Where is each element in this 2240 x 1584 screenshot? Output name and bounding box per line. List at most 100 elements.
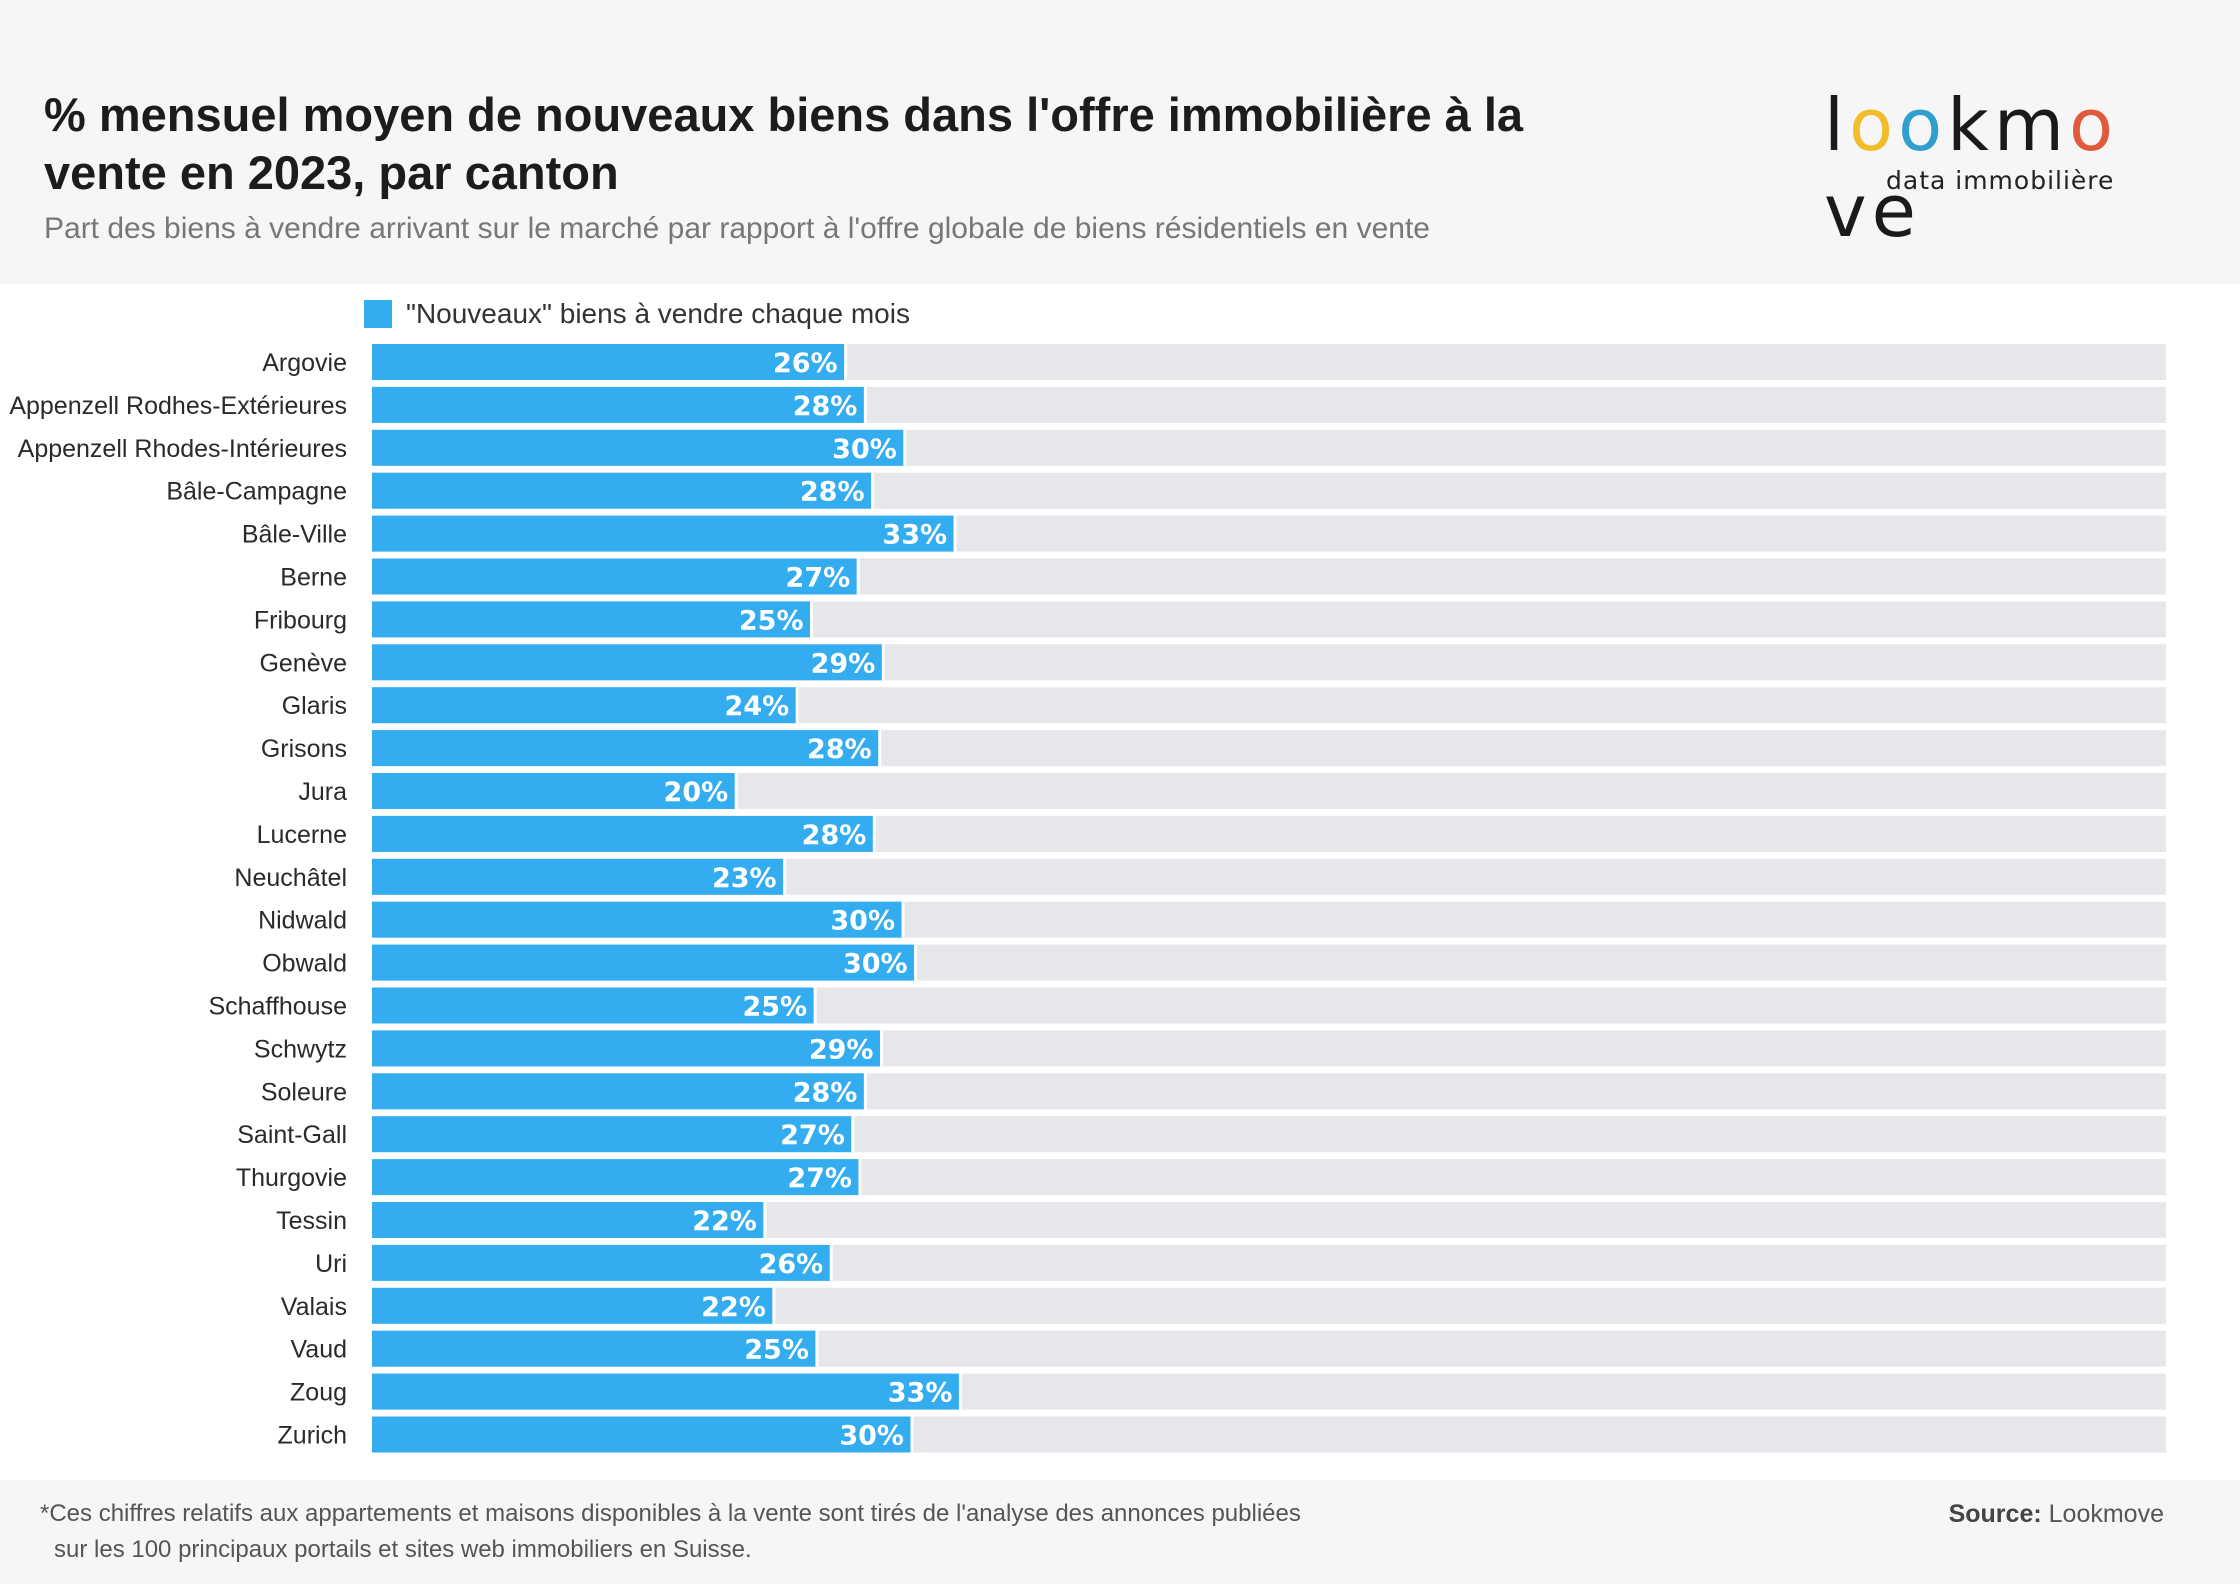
chart-subtitle: Part des biens à vendre arrivant sur le …	[44, 212, 1430, 245]
bar	[372, 944, 916, 981]
data-label: 27%	[787, 1163, 852, 1194]
bar	[372, 344, 846, 380]
logo-letter: l	[1824, 83, 1850, 167]
category-label: Zoug	[290, 1379, 347, 1407]
data-label: 20%	[664, 777, 729, 808]
logo-letter: o	[1849, 83, 1899, 167]
category-label: Schaffhouse	[208, 993, 347, 1021]
logo-letter: o	[2068, 83, 2119, 167]
source-value: Lookmove	[2048, 1500, 2164, 1528]
bar	[372, 1073, 866, 1110]
category-label: Fribourg	[254, 606, 347, 634]
bar	[372, 386, 866, 423]
bar	[372, 1159, 860, 1196]
bar	[372, 773, 737, 809]
bar	[372, 1116, 853, 1153]
data-label: 22%	[701, 1292, 766, 1323]
category-label: Valais	[281, 1293, 347, 1321]
data-label: 27%	[786, 563, 851, 594]
footer-panel: *Ces chiffres relatifs aux appartements …	[0, 1480, 2240, 1584]
footnote: *Ces chiffres relatifs aux appartements …	[40, 1496, 1500, 1568]
bar	[372, 558, 859, 595]
logo-letter: o	[1898, 83, 1948, 167]
category-label: Bâle-Campagne	[166, 478, 347, 506]
category-label: Obwald	[262, 950, 347, 978]
bar	[372, 1330, 817, 1367]
source-label: Source:	[1948, 1500, 2042, 1528]
legend-swatch	[364, 300, 392, 328]
chart-title: % mensuel moyen de nouveaux biens dans l…	[44, 88, 1524, 199]
data-label: 23%	[712, 863, 777, 894]
bar	[372, 601, 812, 638]
data-label: 27%	[780, 1120, 845, 1151]
logo-letter: k	[1947, 83, 1994, 167]
logo-letter: e	[1871, 169, 1921, 253]
data-label: 30%	[830, 906, 895, 937]
bar	[372, 687, 798, 724]
category-label: Neuchâtel	[234, 864, 347, 892]
data-label: 26%	[759, 1249, 824, 1280]
data-label: 33%	[882, 520, 947, 551]
category-label: Bâle-Ville	[242, 521, 347, 549]
logo-tagline: data immobilière	[1886, 166, 2115, 195]
source-credit: Source: Lookmove	[1949, 1496, 2164, 1532]
bar	[372, 901, 904, 938]
data-label: 30%	[832, 434, 897, 465]
footnote-line-2: sur les 100 principaux portails et sites…	[54, 1536, 752, 1563]
category-label: Berne	[280, 564, 347, 592]
category-label: Jura	[298, 778, 347, 806]
category-label: Appenzell Rhodes-Intérieures	[18, 435, 347, 463]
bar	[372, 644, 884, 681]
category-label: Argovie	[262, 349, 347, 377]
bar-chart: 26% Argovie 28% Appenzell Rodhes-Extérieure…	[9, 344, 2166, 1453]
data-label: 29%	[811, 648, 876, 679]
data-label: 33%	[888, 1378, 953, 1409]
bar	[372, 1202, 765, 1238]
data-label: 26%	[773, 348, 838, 379]
chart-legend: "Nouveaux" biens à vendre chaque mois	[364, 296, 910, 332]
bar	[372, 858, 785, 895]
data-label: 28%	[793, 1077, 858, 1108]
category-label: Grisons	[261, 735, 347, 763]
data-label: 28%	[807, 734, 872, 765]
bar	[372, 815, 875, 852]
category-label: Zurich	[278, 1422, 347, 1450]
data-label: 29%	[809, 1034, 874, 1065]
data-label: 22%	[692, 1206, 757, 1237]
bar	[372, 730, 880, 767]
category-label: Lucerne	[257, 821, 347, 849]
footnote-line-1: *Ces chiffres relatifs aux appartements …	[40, 1500, 1301, 1527]
category-label: Thurgovie	[236, 1164, 347, 1192]
data-label: 25%	[742, 992, 807, 1023]
category-label: Uri	[315, 1250, 347, 1278]
legend-label: "Nouveaux" biens à vendre chaque mois	[406, 298, 910, 329]
category-label: Tessin	[276, 1207, 347, 1235]
bar	[372, 515, 956, 552]
bar	[372, 1416, 912, 1453]
category-label: Vaud	[290, 1336, 347, 1364]
category-label: Schwytz	[254, 1035, 347, 1063]
data-label: 28%	[802, 820, 867, 851]
data-label: 25%	[739, 605, 804, 636]
category-label: Glaris	[282, 692, 347, 720]
category-label: Saint-Gall	[237, 1121, 347, 1149]
category-label: Appenzell Rodhes-Extérieures	[9, 392, 347, 420]
data-label: 24%	[725, 691, 790, 722]
data-label: 30%	[839, 1421, 904, 1452]
bar	[372, 1373, 961, 1410]
data-label: 25%	[744, 1335, 809, 1366]
data-label: 30%	[843, 949, 908, 980]
lookmove-logo: lookmove data immobilière	[1824, 82, 2164, 253]
bar	[372, 1244, 832, 1281]
category-label: Soleure	[261, 1078, 347, 1106]
data-label: 28%	[793, 391, 858, 422]
bar	[372, 987, 816, 1024]
bar	[372, 1287, 774, 1324]
header-panel: % mensuel moyen de nouveaux biens dans l…	[0, 0, 2240, 284]
bar	[372, 1030, 882, 1067]
data-label: 28%	[800, 477, 865, 508]
logo-letter: m	[1993, 83, 2069, 167]
category-label: Genève	[259, 649, 347, 677]
bar	[372, 472, 873, 509]
bar	[372, 429, 905, 466]
